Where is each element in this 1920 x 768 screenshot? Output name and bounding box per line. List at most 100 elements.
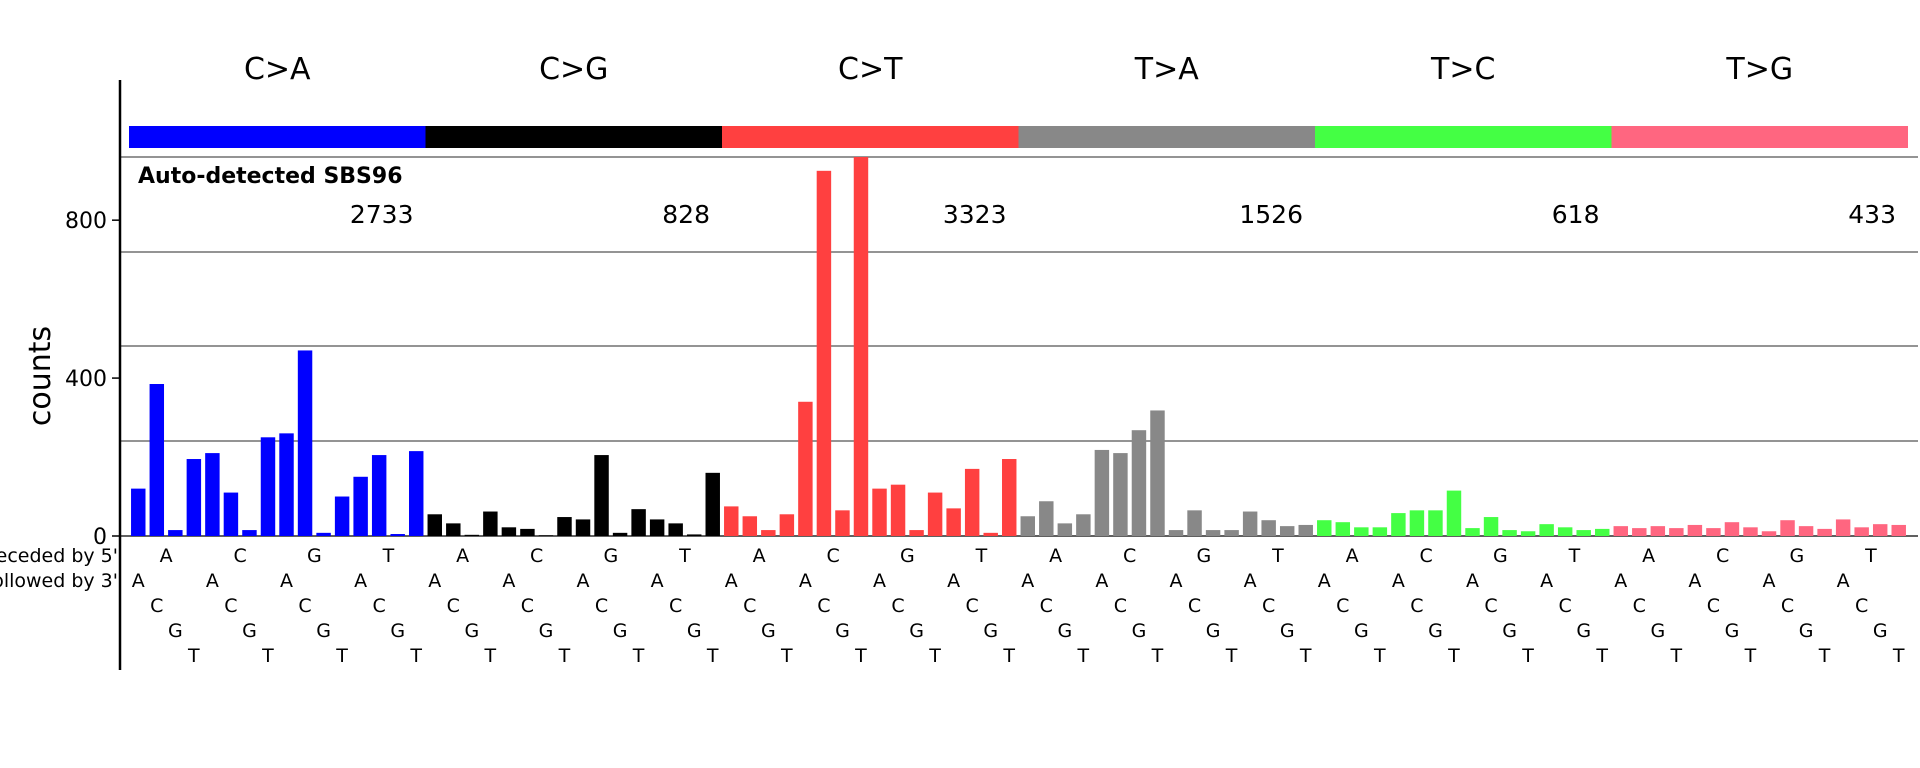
- context-3prime-label: G: [613, 620, 628, 642]
- context-3prime-label: A: [947, 570, 960, 592]
- preceded-caption: Preceded by 5': [0, 545, 118, 567]
- bar: [1724, 522, 1740, 536]
- bar: [131, 488, 146, 536]
- context-5prime-label: A: [753, 545, 766, 567]
- bar: [1669, 528, 1684, 536]
- bar: [1428, 510, 1443, 536]
- context-5prime-label: C: [1716, 545, 1729, 567]
- bar: [594, 455, 609, 536]
- bar: [483, 511, 498, 536]
- bars: [131, 157, 1906, 537]
- bar: [853, 157, 869, 536]
- context-3prime-label: G: [464, 620, 479, 642]
- context-3prime-label: A: [354, 570, 367, 592]
- context-5prime-label: A: [456, 545, 469, 567]
- bar: [1187, 510, 1202, 536]
- context-3prime-label: G: [168, 620, 183, 642]
- bar: [297, 350, 313, 536]
- context-3prime-label: A: [799, 570, 812, 592]
- context-5prime-label: C: [234, 545, 247, 567]
- bar: [1557, 527, 1573, 536]
- bar: [427, 514, 442, 536]
- bar: [798, 401, 813, 536]
- bar: [1317, 520, 1332, 536]
- bar: [1298, 524, 1313, 536]
- bar: [1798, 526, 1814, 536]
- group-total: 828: [662, 200, 710, 229]
- bar: [575, 519, 591, 536]
- bar: [390, 534, 405, 536]
- context-3prime-label: A: [1688, 570, 1701, 592]
- bar: [964, 468, 980, 536]
- context-5prime-label: A: [1049, 545, 1062, 567]
- context-3prime-label: T: [1595, 645, 1608, 667]
- bar: [279, 433, 294, 536]
- context-3prime-label: T: [1892, 645, 1905, 667]
- gridlines: [120, 156, 1918, 442]
- bar: [1502, 530, 1517, 536]
- bar: [612, 532, 628, 536]
- context-3prime-label: G: [687, 620, 702, 642]
- context-3prime-label: A: [206, 570, 219, 592]
- context-3prime-label: T: [928, 645, 941, 667]
- context-3prime-label: C: [1336, 595, 1349, 617]
- context-3prime-label: C: [1707, 595, 1720, 617]
- context-3prime-label: C: [669, 595, 682, 617]
- bar: [872, 488, 887, 536]
- bar: [1687, 524, 1703, 536]
- bar: [1891, 524, 1906, 536]
- context-3prime-label: C: [298, 595, 311, 617]
- context-3prime-label: C: [1262, 595, 1275, 617]
- bar: [1391, 513, 1406, 536]
- bar: [1039, 501, 1054, 536]
- bar: [1002, 459, 1017, 536]
- group-total: 618: [1552, 200, 1600, 229]
- bar: [1520, 531, 1536, 536]
- category-strip: [1018, 126, 1315, 148]
- bar: [1113, 453, 1128, 536]
- bar: [149, 384, 165, 536]
- context-3prime-label: A: [1095, 570, 1108, 592]
- category-label: T>C: [1430, 52, 1495, 87]
- context-3prime-label: T: [484, 645, 497, 667]
- bar: [705, 472, 720, 536]
- context-3prime-label: A: [428, 570, 441, 592]
- context-3prime-label: C: [150, 595, 163, 617]
- bar: [371, 455, 387, 536]
- group-totals: 2733 828 3323 1526 618 433: [350, 200, 1896, 229]
- bar: [520, 528, 535, 536]
- category-strip: [425, 126, 722, 148]
- y-axis-label: counts: [23, 326, 58, 426]
- context-5prime-label: G: [307, 545, 322, 567]
- context-3prime-label: C: [1781, 595, 1794, 617]
- context-3prime-label: A: [502, 570, 515, 592]
- context-3prime-label: A: [280, 570, 293, 592]
- bar: [557, 517, 572, 536]
- context-3prime-label: T: [1299, 645, 1312, 667]
- context-3prime-label: A: [1244, 570, 1257, 592]
- context-3prime-label: C: [817, 595, 830, 617]
- bar: [223, 492, 239, 536]
- context-3prime-label: T: [1818, 645, 1831, 667]
- context-3prime-label: C: [1410, 595, 1423, 617]
- context-3prime-label: C: [595, 595, 608, 617]
- context-3prime-label: G: [761, 620, 776, 642]
- category-label: C>G: [539, 52, 608, 87]
- bar: [501, 527, 517, 536]
- followed-caption: followed by 3': [0, 570, 118, 592]
- bar: [1854, 527, 1869, 536]
- bar: [260, 437, 276, 536]
- context-3prime-label: G: [390, 620, 405, 642]
- context-5prime-label: A: [1346, 545, 1359, 567]
- bar: [538, 535, 554, 536]
- context-labels: AACGTCACGTGACGTTACGTAACGTCACGTGACGTTACGT…: [0, 545, 1905, 667]
- bar: [1242, 511, 1258, 536]
- bar: [1094, 449, 1110, 536]
- context-3prime-label: T: [1521, 645, 1534, 667]
- bar: [1872, 524, 1888, 536]
- group-total: 1526: [1239, 200, 1303, 229]
- context-3prime-label: C: [1559, 595, 1572, 617]
- context-5prime-label: C: [1123, 545, 1136, 567]
- bar: [1354, 527, 1369, 536]
- bar: [1076, 514, 1091, 536]
